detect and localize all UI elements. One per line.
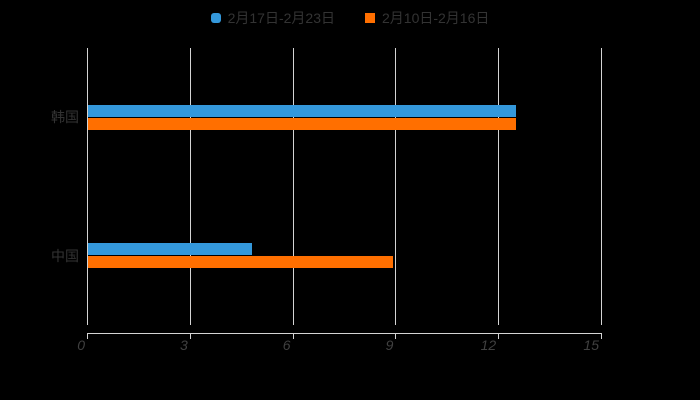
legend-item-0[interactable]: 2月17日-2月23日 [210,8,335,28]
y-axis-label: 中国 [51,247,79,264]
x-tick-label: 12 [480,337,497,353]
x-tick-mark [395,333,397,339]
x-tick-mark [87,333,88,339]
x-tick-label: 0 [77,337,85,353]
x-tick-mark [292,333,294,339]
bar [88,104,517,117]
bar [88,117,517,130]
legend-item-1[interactable]: 2月10日-2月16日 [365,8,489,28]
gridline [87,48,88,325]
x-tick-label: 6 [282,337,291,353]
gridline [498,48,500,325]
gridline [395,48,397,325]
x-tick-label: 15 [583,337,599,353]
chart-legend: 2月17日-2月23日 2月10日-2月16日 [0,8,700,28]
x-tick-mark [601,333,602,339]
legend-marker-icon [210,13,221,23]
legend-item-label: 2月10日-2月16日 [382,10,490,26]
legend-item-label: 2月17日-2月23日 [227,10,335,26]
legend-marker-icon [365,13,375,23]
x-tick-mark [498,333,500,339]
bar [88,256,393,269]
x-tick-mark [189,333,191,339]
gridline [601,48,602,325]
gridline [292,48,294,325]
x-tick-label: 3 [180,337,188,353]
bar [88,243,253,256]
x-axis-line [87,333,602,334]
x-tick-label: 9 [385,337,394,353]
y-axis-label: 韩国 [51,109,79,126]
gridline [189,48,191,325]
